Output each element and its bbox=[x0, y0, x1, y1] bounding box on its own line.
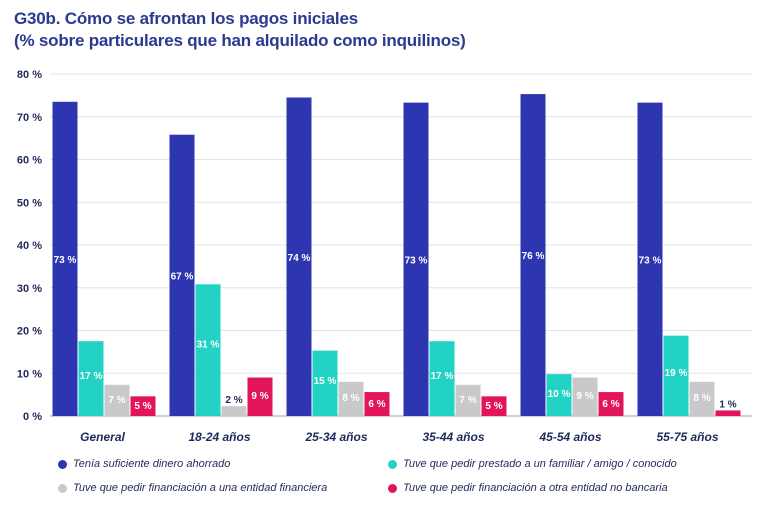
data-label: 31 % bbox=[197, 340, 220, 351]
x-tick-label: 45-54 años bbox=[538, 430, 601, 444]
data-label: 76 % bbox=[522, 251, 545, 262]
bar bbox=[169, 134, 195, 416]
data-label: 2 % bbox=[225, 395, 242, 406]
data-label: 73 % bbox=[639, 255, 662, 266]
data-label: 7 % bbox=[108, 395, 125, 406]
bar bbox=[637, 102, 663, 416]
data-label: 67 % bbox=[171, 271, 194, 282]
x-tick-label: 25-34 años bbox=[304, 430, 367, 444]
bar bbox=[455, 384, 481, 416]
data-label: 1 % bbox=[719, 399, 736, 410]
y-tick-label: 10 % bbox=[17, 368, 42, 380]
legend-swatch-ahorrado bbox=[58, 459, 67, 469]
data-label: 8 % bbox=[342, 393, 359, 404]
legend-swatch-no-bancaria bbox=[388, 483, 397, 493]
legend-item-familiar: Tuve que pedir prestado a un familiar / … bbox=[388, 458, 677, 470]
bar bbox=[689, 381, 715, 416]
data-label: 73 % bbox=[405, 255, 428, 266]
bar bbox=[429, 341, 455, 416]
data-label: 73 % bbox=[54, 255, 77, 266]
data-label: 15 % bbox=[314, 376, 337, 387]
bar bbox=[715, 410, 741, 416]
data-label: 9 % bbox=[576, 391, 593, 402]
bar bbox=[403, 102, 429, 416]
bar bbox=[481, 396, 507, 416]
y-tick-label: 30 % bbox=[17, 283, 42, 295]
bar bbox=[520, 94, 546, 416]
legend-item-entidad-financiera: Tuve que pedir financiación a una entida… bbox=[58, 482, 327, 494]
data-label: 17 % bbox=[431, 371, 454, 382]
legend-item-no-bancaria: Tuve que pedir financiación a otra entid… bbox=[388, 482, 668, 494]
y-tick-label: 70 % bbox=[17, 112, 42, 124]
y-tick-label: 0 % bbox=[23, 411, 42, 423]
chart-subtitle: (% sobre particulares que han alquilado … bbox=[14, 31, 466, 50]
y-tick-label: 60 % bbox=[17, 155, 42, 167]
bar bbox=[52, 101, 78, 416]
data-label: 6 % bbox=[602, 399, 619, 410]
bar bbox=[286, 97, 312, 416]
bar bbox=[221, 406, 247, 416]
bar bbox=[338, 381, 364, 416]
chart-title: G30b. Cómo se afrontan los pagos inicial… bbox=[14, 9, 358, 28]
data-label: 6 % bbox=[368, 399, 385, 410]
legend-label-ahorrado: Tenía suficiente dinero ahorrado bbox=[73, 458, 231, 470]
y-tick-label: 20 % bbox=[17, 326, 42, 338]
legend-label-familiar: Tuve que pedir prestado a un familiar / … bbox=[403, 458, 677, 470]
x-tick-label: 55-75 años bbox=[656, 430, 718, 444]
y-tick-label: 40 % bbox=[17, 240, 42, 252]
legend-item-ahorrado: Tenía suficiente dinero ahorrado bbox=[58, 458, 230, 470]
legend-swatch-familiar bbox=[388, 459, 397, 469]
bar bbox=[312, 350, 338, 416]
bar bbox=[598, 392, 624, 416]
data-label: 9 % bbox=[251, 391, 268, 402]
data-label: 5 % bbox=[485, 401, 502, 412]
bar bbox=[663, 335, 689, 416]
data-label: 5 % bbox=[134, 401, 151, 412]
bar bbox=[130, 396, 156, 416]
bar bbox=[247, 377, 273, 416]
y-tick-label: 50 % bbox=[17, 197, 42, 209]
data-label: 10 % bbox=[548, 389, 571, 400]
data-label: 8 % bbox=[693, 393, 710, 404]
y-tick-label: 80 % bbox=[17, 69, 42, 81]
bar bbox=[546, 374, 572, 416]
data-label: 7 % bbox=[459, 395, 476, 406]
x-tick-label: 18-24 años bbox=[188, 430, 250, 444]
bar bbox=[572, 377, 598, 416]
legend-label-entidad-financiera: Tuve que pedir financiación a una entida… bbox=[73, 482, 328, 494]
x-tick-label: 35-44 años bbox=[422, 430, 484, 444]
data-label: 19 % bbox=[665, 368, 688, 379]
data-label: 74 % bbox=[288, 253, 311, 264]
legend-label-no-bancaria: Tuve que pedir financiación a otra entid… bbox=[403, 482, 668, 494]
chart-title-block: G30b. Cómo se afrontan los pagos inicial… bbox=[14, 8, 466, 52]
bar bbox=[104, 384, 130, 416]
bar bbox=[78, 341, 104, 416]
x-tick-label: General bbox=[80, 430, 125, 444]
data-label: 17 % bbox=[80, 371, 103, 382]
bar bbox=[364, 392, 390, 416]
bar bbox=[195, 284, 221, 416]
legend-swatch-entidad-financiera bbox=[58, 483, 67, 493]
